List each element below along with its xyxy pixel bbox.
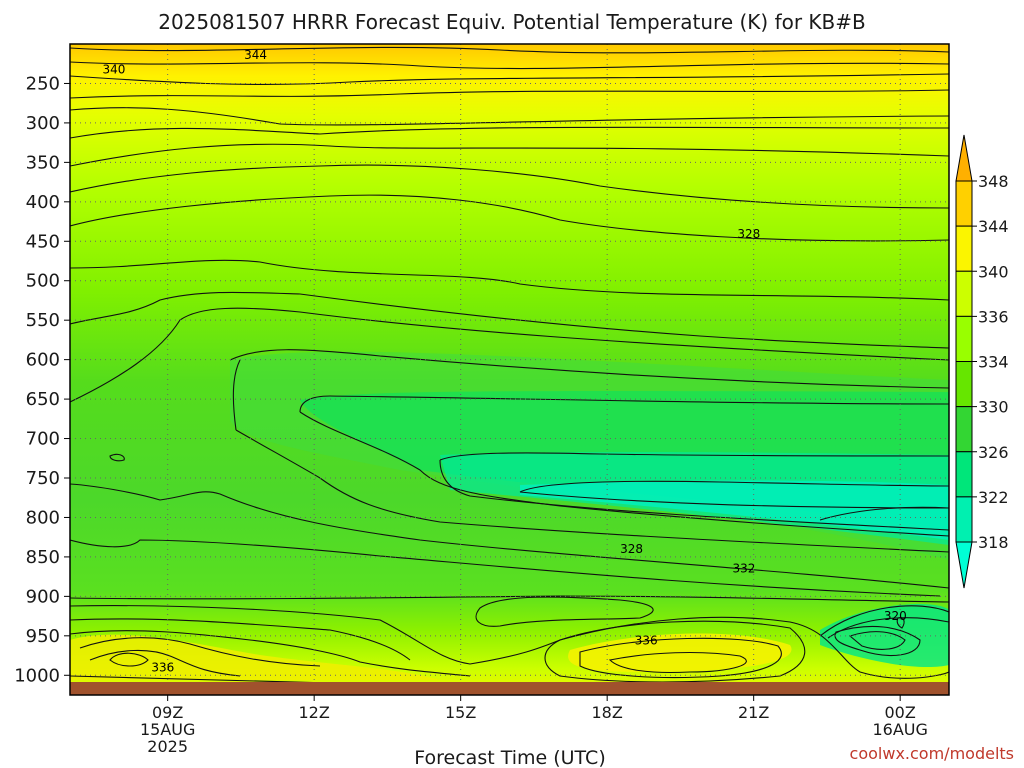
plot-area: 344 340 328 328 332 336 336 320 bbox=[70, 44, 949, 695]
x-tick-sublabel: 15AUG bbox=[140, 720, 195, 739]
colorbar-top-arrow bbox=[955, 134, 973, 182]
x-tick-label: 21Z bbox=[738, 703, 769, 722]
region-min-theta-core bbox=[520, 480, 949, 540]
colorbar-label: 330 bbox=[978, 398, 1009, 417]
colorbar-bottom-arrow bbox=[955, 541, 973, 589]
grid bbox=[70, 44, 949, 695]
contour-label: 344 bbox=[244, 48, 267, 62]
colorbar: 348 344 340 336 334 330 326 322 318 bbox=[955, 134, 1009, 589]
y-tick-label: 700 bbox=[26, 429, 60, 450]
colorbar-segment bbox=[955, 496, 973, 543]
x-axis-title: Forecast Time (UTC) bbox=[414, 747, 605, 768]
contour-label: 320 bbox=[884, 609, 907, 623]
colorbar-segment bbox=[955, 406, 973, 453]
x-tick-label: 00Z bbox=[885, 703, 916, 722]
colorbar-segment bbox=[955, 451, 973, 498]
contour-label: 328 bbox=[737, 227, 760, 241]
y-tick-label: 750 bbox=[26, 468, 60, 489]
contour-label: 332 bbox=[732, 562, 755, 576]
colorbar-segment bbox=[955, 361, 973, 408]
contour-label: 336 bbox=[151, 660, 174, 674]
region-warm-surface-left bbox=[70, 634, 440, 680]
y-axis: 250 300 350 400 450 500 550 600 650 700 750 800 850 9… bbox=[14, 73, 70, 686]
y-tick-label: 400 bbox=[26, 192, 60, 213]
x-tick-label: 18Z bbox=[592, 703, 623, 722]
colorbar-label: 340 bbox=[978, 262, 1009, 281]
y-tick-label: 1000 bbox=[14, 665, 60, 686]
y-tick-label: 850 bbox=[26, 547, 60, 568]
chart-title: 2025081507 HRRR Forecast Equiv. Potentia… bbox=[158, 10, 866, 34]
colorbar-label: 348 bbox=[978, 172, 1009, 191]
y-tick-label: 950 bbox=[26, 626, 60, 647]
colorbar-segment bbox=[955, 180, 973, 227]
y-tick-label: 450 bbox=[26, 231, 60, 252]
credit-text: coolwx.com/modelts bbox=[850, 744, 1014, 763]
contour-label: 328 bbox=[620, 542, 643, 556]
colorbar-segment bbox=[955, 225, 973, 272]
colorbar-label: 334 bbox=[978, 353, 1009, 372]
contour-label: 340 bbox=[102, 62, 125, 76]
y-tick-label: 300 bbox=[26, 113, 60, 134]
x-tick-sublabel: 16AUG bbox=[872, 720, 927, 739]
contour-label: 336 bbox=[635, 634, 658, 648]
contour-labels: 344 340 328 328 332 336 336 320 bbox=[102, 48, 907, 674]
x-tick-label: 09Z bbox=[152, 703, 183, 722]
colorbar-label: 318 bbox=[978, 533, 1009, 552]
x-tick-sublabel: 2025 bbox=[147, 737, 188, 756]
colorbar-segment bbox=[955, 270, 973, 317]
colorbar-label: 336 bbox=[978, 307, 1009, 326]
y-tick-label: 250 bbox=[26, 73, 60, 94]
y-tick-label: 550 bbox=[26, 310, 60, 331]
x-tick-label: 12Z bbox=[299, 703, 330, 722]
colorbar-segment bbox=[955, 315, 973, 362]
x-tick-label: 15Z bbox=[445, 703, 476, 722]
colorbar-label: 322 bbox=[978, 488, 1009, 507]
y-tick-label: 800 bbox=[26, 507, 60, 528]
y-tick-label: 650 bbox=[26, 389, 60, 410]
terrain-ground bbox=[70, 682, 949, 695]
region-low-level-min bbox=[820, 604, 949, 668]
colorbar-label: 344 bbox=[978, 217, 1009, 236]
y-tick-label: 600 bbox=[26, 350, 60, 371]
y-tick-label: 900 bbox=[26, 586, 60, 607]
contour-lines bbox=[70, 46, 949, 687]
colorbar-label: 326 bbox=[978, 443, 1009, 462]
y-tick-label: 350 bbox=[26, 152, 60, 173]
y-tick-label: 500 bbox=[26, 271, 60, 292]
plot-frame bbox=[69, 43, 950, 696]
